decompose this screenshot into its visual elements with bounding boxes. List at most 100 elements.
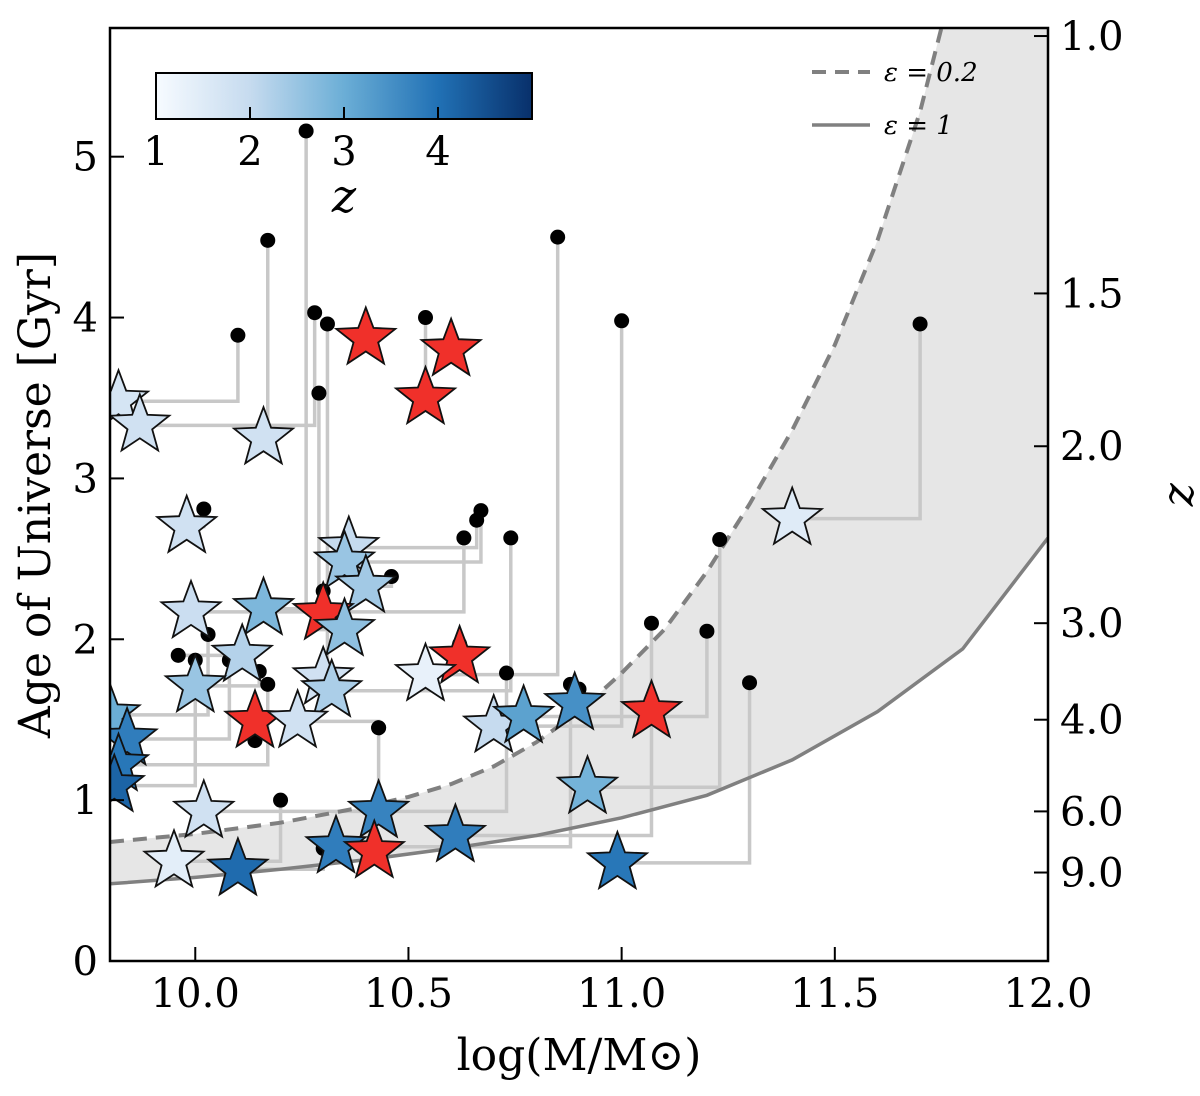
colorbar: 1 2 3 4 z (143, 72, 533, 223)
galaxy-star (346, 777, 411, 839)
progenitor-dot (273, 792, 289, 808)
connector-line (127, 660, 232, 741)
galaxy-star (760, 485, 825, 546)
progenitor-dot (170, 647, 186, 663)
curve-eps-1 (110, 536, 1048, 886)
z-tick-label: 1.5 (1060, 271, 1124, 317)
y-axis-ticks: 0 1 2 3 4 5 (73, 135, 124, 985)
colorbar-tick-label: 4 (425, 129, 450, 175)
x-axis-title: log(M/M⊙) (457, 1030, 702, 1081)
connector-line (335, 684, 573, 849)
progenitor-dot (699, 623, 715, 639)
y-tick-label: 0 (73, 939, 98, 985)
connector-line (587, 539, 722, 790)
y-tick-label: 4 (73, 296, 98, 342)
progenitor-dot (196, 501, 212, 517)
galaxy-star (171, 777, 236, 839)
progenitor-dot (418, 310, 434, 326)
galaxy-star (555, 753, 620, 815)
connector-line (114, 660, 198, 788)
galaxy-star (110, 391, 172, 453)
progenitor-dot (712, 532, 728, 548)
legend: ε = 0.2 ε = 1 (812, 58, 978, 141)
progenitor-dot (311, 385, 327, 401)
galaxy-star (265, 687, 330, 749)
highlight-star (393, 364, 458, 426)
galaxy-star (110, 752, 147, 813)
galaxy-star (154, 493, 219, 554)
legend-label-eps-0.2: ε = 0.2 (884, 58, 978, 88)
colorbar-tick-label: 3 (331, 129, 356, 175)
galaxy-star (333, 552, 398, 614)
galaxy-star (142, 827, 206, 889)
galaxy-star (163, 652, 228, 714)
progenitor-dot (643, 615, 659, 631)
progenitor-dot (742, 675, 758, 691)
colorbar-ticks: 1 2 3 4 (143, 107, 451, 175)
x-tick-label: 10.0 (151, 971, 240, 1017)
y-tick-label: 1 (73, 778, 98, 824)
z-axis-ticks: 1.0 1.5 2.0 3.0 4.0 6.0 9.0 (1034, 14, 1124, 897)
z-tick-label: 2.0 (1060, 424, 1124, 470)
x-axis-ticks: 10.0 10.5 11.0 11.5 12.0 (151, 947, 1093, 1017)
x-tick-label: 11.0 (577, 971, 666, 1017)
galaxy-star (542, 670, 607, 731)
galaxy-star (312, 528, 377, 590)
highlight-star (342, 818, 407, 879)
progenitor-dot (550, 229, 566, 245)
x-tick-label: 11.5 (790, 971, 879, 1017)
progenitor-dot (473, 503, 489, 519)
highlight-star (427, 623, 492, 685)
galaxy-star (312, 596, 377, 657)
galaxy-star (491, 682, 556, 744)
connector-line (118, 335, 240, 403)
galaxy-star (231, 575, 296, 636)
connector-line (139, 312, 317, 428)
progenitor-dot (614, 313, 630, 329)
colorbar-tick-label: 2 (237, 129, 262, 175)
galaxy-star (110, 367, 151, 429)
galaxy-star (299, 657, 364, 718)
y-tick-label: 3 (73, 456, 98, 502)
legend-label-eps-1: ε = 1 (884, 111, 953, 141)
progenitor-dot (456, 530, 472, 546)
connector-line (792, 323, 922, 521)
z-tick-label: 3.0 (1060, 601, 1124, 647)
colorbar-title: z (331, 169, 357, 223)
highlight-star (333, 304, 398, 366)
galaxy-star (210, 621, 275, 683)
y-tick-label: 5 (73, 135, 98, 181)
progenitor-dot (912, 316, 928, 332)
z-tick-label: 4.0 (1060, 698, 1124, 744)
connector-line (191, 537, 466, 614)
progenitor-dot (503, 530, 519, 546)
plot-frame (108, 26, 1050, 963)
galaxy-star (205, 835, 270, 897)
galaxy-star (423, 801, 488, 863)
galaxy-star (585, 829, 650, 891)
y-tick-label: 2 (73, 617, 98, 663)
z-axis-title: z (1159, 482, 1200, 507)
highlight-star (419, 316, 484, 377)
colorbar-tick-label: 1 (143, 129, 168, 175)
progenitor-dot (230, 327, 246, 343)
z-tick-label: 1.0 (1060, 14, 1124, 60)
galaxy-star (304, 813, 368, 874)
galaxy-star (393, 641, 458, 702)
connector-line (455, 703, 654, 838)
progenitor-dot (499, 665, 515, 681)
connector-line (110, 634, 210, 717)
progenitor-dot (371, 720, 387, 736)
progenitor-dot (260, 232, 276, 248)
progenitor-dot (298, 123, 314, 139)
progenitor-dot (319, 316, 335, 332)
y-axis-title: Age of Universe [Gyr] (10, 252, 61, 739)
connector-line (331, 537, 513, 693)
progenitor-dot (260, 676, 276, 692)
connector-line (617, 682, 752, 865)
efficiency-band-shading (110, 28, 1048, 884)
x-tick-label: 10.5 (364, 971, 453, 1017)
connector-line (348, 520, 479, 550)
z-tick-label: 9.0 (1060, 851, 1124, 897)
